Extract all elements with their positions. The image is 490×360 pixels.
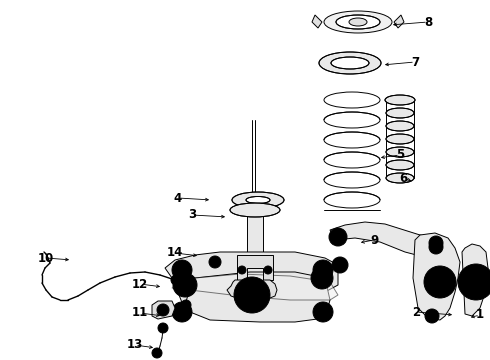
Text: 6: 6 (399, 171, 407, 184)
Circle shape (181, 300, 191, 310)
Ellipse shape (230, 203, 280, 217)
Circle shape (458, 264, 490, 300)
Circle shape (242, 285, 262, 305)
Text: 12: 12 (132, 278, 148, 291)
Polygon shape (312, 15, 322, 28)
Polygon shape (152, 301, 175, 319)
Ellipse shape (385, 95, 415, 105)
Text: 1: 1 (476, 309, 484, 321)
Circle shape (334, 233, 342, 241)
Text: 13: 13 (127, 338, 143, 351)
Ellipse shape (324, 11, 392, 33)
Circle shape (157, 304, 169, 316)
Circle shape (264, 266, 272, 274)
Text: 2: 2 (412, 306, 420, 319)
Circle shape (429, 240, 443, 254)
Ellipse shape (386, 147, 414, 157)
Ellipse shape (336, 15, 380, 29)
Text: 11: 11 (132, 306, 148, 320)
Circle shape (177, 307, 187, 317)
Ellipse shape (386, 121, 414, 131)
Polygon shape (172, 274, 338, 300)
Circle shape (313, 302, 333, 322)
Circle shape (471, 277, 481, 287)
Circle shape (152, 348, 162, 358)
Polygon shape (462, 244, 488, 316)
Ellipse shape (386, 108, 414, 118)
Ellipse shape (349, 18, 367, 26)
Polygon shape (247, 215, 263, 265)
Text: 7: 7 (411, 55, 419, 68)
Circle shape (425, 309, 439, 323)
Polygon shape (165, 252, 338, 292)
Circle shape (172, 302, 192, 322)
Circle shape (160, 307, 166, 313)
Circle shape (318, 307, 328, 317)
Circle shape (311, 267, 333, 289)
Circle shape (177, 265, 187, 275)
Circle shape (332, 257, 348, 273)
Ellipse shape (246, 197, 270, 203)
Circle shape (234, 277, 270, 313)
Circle shape (179, 279, 191, 291)
Circle shape (433, 244, 439, 250)
Circle shape (318, 265, 328, 275)
Circle shape (432, 274, 448, 290)
Ellipse shape (386, 160, 414, 170)
Circle shape (336, 261, 344, 269)
Ellipse shape (232, 192, 284, 208)
Polygon shape (413, 233, 460, 320)
Text: 4: 4 (174, 192, 182, 204)
Polygon shape (237, 255, 273, 280)
Circle shape (329, 228, 347, 246)
Circle shape (466, 272, 486, 292)
Polygon shape (175, 272, 330, 322)
Ellipse shape (386, 134, 414, 144)
Text: 3: 3 (188, 208, 196, 221)
Polygon shape (394, 15, 404, 28)
Circle shape (317, 273, 327, 283)
Ellipse shape (386, 173, 414, 183)
Polygon shape (263, 280, 277, 298)
Circle shape (429, 236, 443, 250)
Text: 10: 10 (38, 252, 54, 265)
Text: 9: 9 (370, 234, 378, 247)
Circle shape (173, 273, 197, 297)
Circle shape (172, 260, 192, 280)
Circle shape (158, 323, 168, 333)
Circle shape (238, 266, 246, 274)
Text: 14: 14 (167, 247, 183, 260)
Ellipse shape (319, 52, 381, 74)
Text: 8: 8 (424, 15, 432, 28)
Circle shape (424, 266, 456, 298)
Text: 5: 5 (396, 148, 404, 162)
Circle shape (313, 260, 333, 280)
Circle shape (209, 256, 221, 268)
Polygon shape (330, 222, 445, 258)
Circle shape (171, 275, 181, 285)
Ellipse shape (331, 57, 369, 69)
Polygon shape (227, 280, 247, 298)
